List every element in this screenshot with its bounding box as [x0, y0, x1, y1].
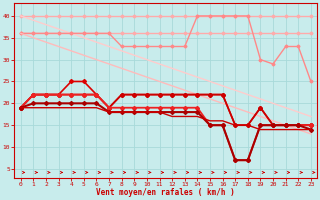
X-axis label: Vent moyen/en rafales ( km/h ): Vent moyen/en rafales ( km/h ) [96, 188, 235, 197]
